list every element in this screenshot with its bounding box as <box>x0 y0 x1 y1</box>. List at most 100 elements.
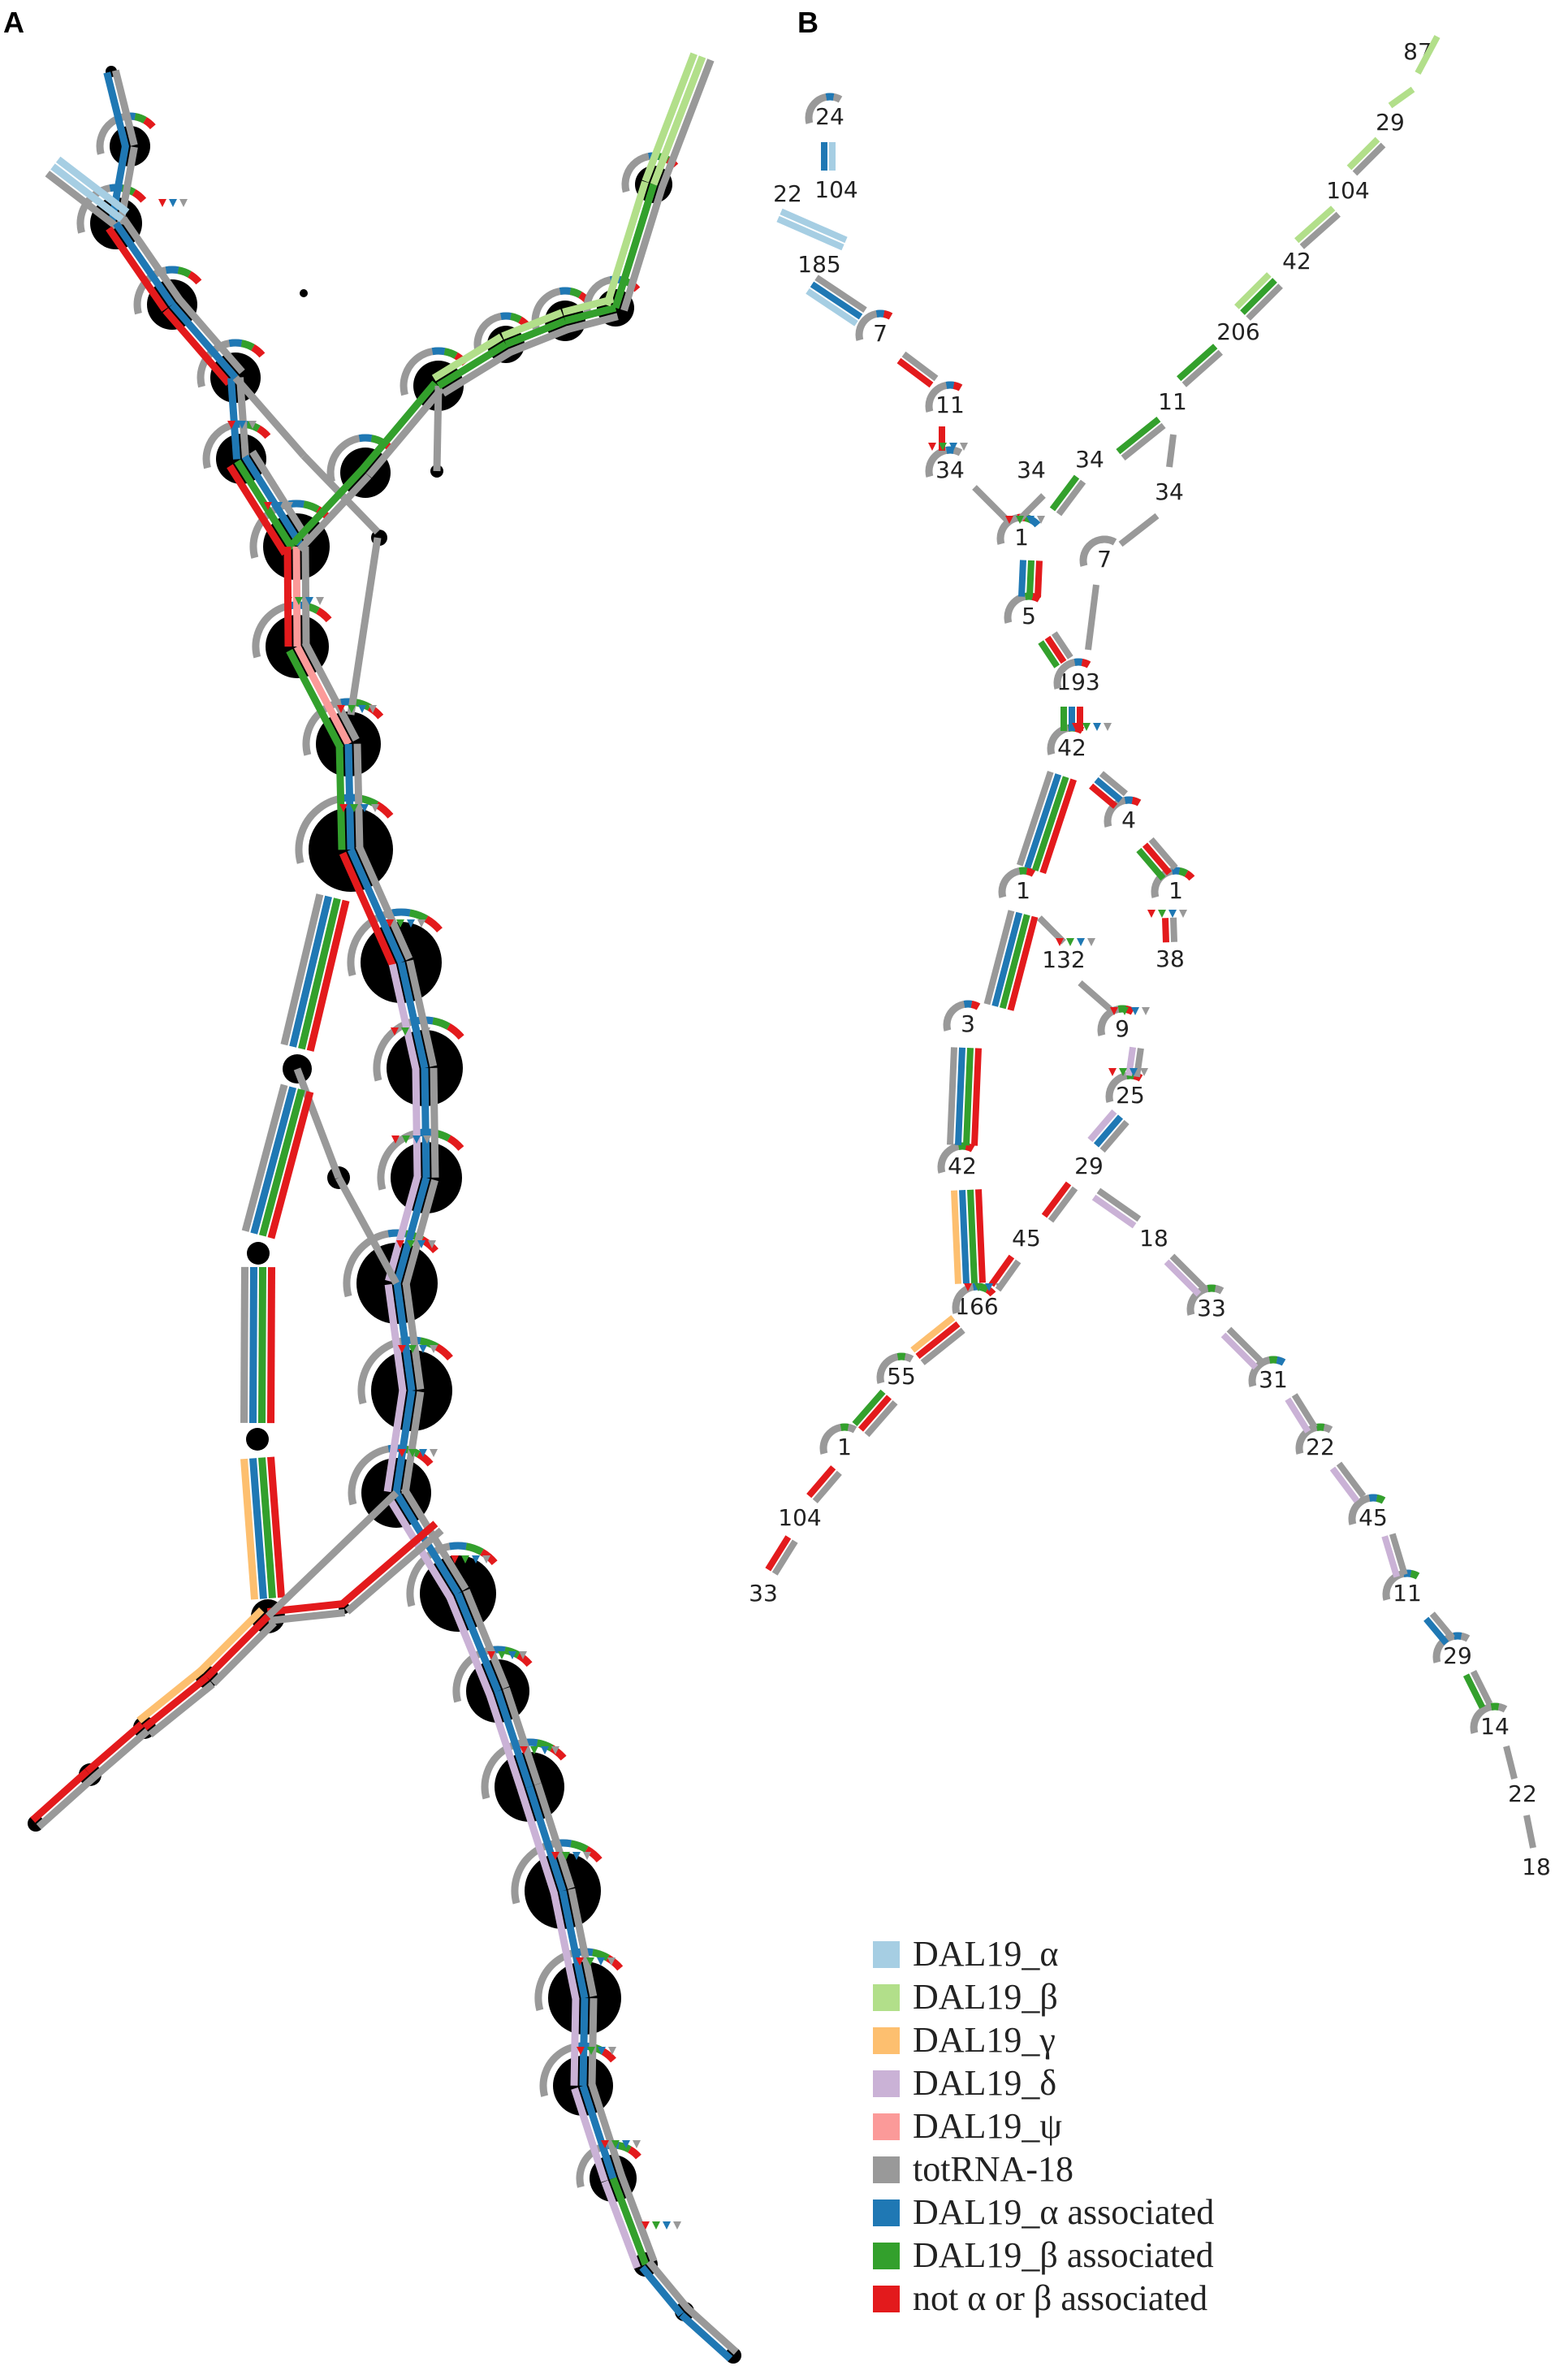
panel-b-branch-bar <box>999 914 1030 1010</box>
panel-b-branch-bar <box>1503 1745 1518 1780</box>
panel-b-branch-bar <box>1121 422 1166 461</box>
panel-b-node-label: 25 <box>1116 1082 1145 1109</box>
panel-b-branch-bar <box>1017 771 1054 867</box>
panel-b-node-label: 14 <box>1480 1713 1510 1740</box>
panel-a-node-ring-seg <box>447 1023 464 1040</box>
panel-b-node-label: 185 <box>797 251 840 278</box>
panel-a-node-tri <box>430 1345 438 1353</box>
panel-a-branch-bar <box>412 1068 421 1179</box>
panel-a-node-tri <box>519 1651 527 1659</box>
panel-a-branch-bar <box>347 848 405 964</box>
panel-a-branch-bar <box>402 1281 425 1391</box>
panel-b-branch-bar <box>1423 1616 1449 1646</box>
panel-b-branch-bar <box>1056 479 1086 517</box>
panel-a-node-ring-seg <box>177 266 192 278</box>
panel-b-node-label: 4 <box>1121 807 1136 833</box>
panel-b-branch-bar <box>780 208 848 244</box>
panel-b-branch-bar <box>955 1047 965 1145</box>
panel-b-node-tri <box>1087 938 1095 946</box>
panel-b-branch-bar <box>806 1465 836 1499</box>
panel-a-node-tri <box>227 421 235 429</box>
panel-a-branch-bar <box>570 1997 580 2086</box>
panel-b-node-label: 33 <box>1197 1295 1226 1321</box>
panel-a-branch-bar <box>421 1067 430 1179</box>
panel-b-node-ring-seg <box>1410 1569 1420 1580</box>
panel-a-branch-bar <box>579 2084 617 2180</box>
panel-a-node-tri <box>408 1449 417 1457</box>
panel-a-branch-bar <box>45 171 119 230</box>
panel-b-node-tri <box>985 1283 993 1291</box>
panel-a-node-ring-seg <box>431 347 446 356</box>
panel-b-node-tri <box>1130 1068 1138 1076</box>
panel-a-node-tri <box>487 1651 495 1659</box>
panel-a-node-ring-seg <box>591 1949 610 1962</box>
panel-a-branch-bar <box>162 308 232 387</box>
panel-a-node-tri <box>663 2221 671 2230</box>
panel-b-node-ring-seg <box>1026 867 1036 877</box>
panel-a-branch-bar <box>241 454 304 547</box>
legend-swatch <box>873 2113 900 2140</box>
panel-b-node-tri <box>1016 516 1024 524</box>
panel-b-branch-bar <box>1462 1673 1486 1709</box>
panel-a-node-tri <box>611 2140 620 2148</box>
panel-a-branch-bar <box>588 2082 625 2177</box>
panel-a-node-ring-seg <box>510 313 522 323</box>
panel-a-branch-bar <box>503 1687 542 1785</box>
panel-b-node-ring-seg <box>985 1286 996 1297</box>
panel-a-node-tri <box>419 1345 427 1353</box>
panel-b-branch-bar <box>1169 1253 1207 1291</box>
panel-a-node-ring-seg <box>618 2142 632 2153</box>
panel-a-branch-bar <box>50 163 124 223</box>
panel-a-node-ring-seg <box>536 1739 554 1752</box>
panel-b-branch-bar <box>1085 584 1099 651</box>
panel-a-node-ring-seg <box>500 312 512 320</box>
panel-a-branch-bar <box>210 1620 277 1686</box>
panel-a-branch-bar <box>148 1681 215 1738</box>
panel-a-branch-bar <box>517 1789 558 1895</box>
panel-a-branch-bar <box>392 1390 416 1494</box>
panel-b-node-label: 29 <box>1376 109 1405 136</box>
panel-a-node-tri <box>541 1746 549 1754</box>
panel-b-node-tri <box>1082 723 1091 731</box>
panel-a-node-tri <box>295 597 303 605</box>
panel-b-node-label: 34 <box>1075 446 1104 473</box>
panel-a-node-tri <box>396 1240 404 1248</box>
panel-a-branch-bar <box>227 378 240 460</box>
panel-a-node-tri <box>369 705 377 713</box>
panel-b-branch-bar <box>814 275 867 314</box>
panel-b-branch-bar <box>901 351 939 382</box>
panel-b-node-tri <box>1121 1007 1129 1015</box>
panel-b-branch-bar <box>1078 980 1115 1014</box>
panel-b-node-label: 1 <box>1014 524 1029 551</box>
panel-a-node-tri <box>386 919 394 928</box>
panel-a-branch-bar <box>268 1609 346 1624</box>
panel-a-branch-bar <box>646 2259 691 2312</box>
panel-b-branch-bar <box>983 910 1015 1006</box>
panel-a-node-ring-seg <box>374 801 394 819</box>
panel-b-branch-bar <box>971 1048 982 1146</box>
legend: DAL19_αDAL19_βDAL19_γDAL19_δDAL19_ψtotRN… <box>873 1934 1214 2318</box>
panel-a-node-ring-seg <box>251 344 266 358</box>
panel-a-node-ring-seg <box>408 909 429 923</box>
panel-a-branch-bar <box>384 1283 407 1393</box>
panel-b-branch-bar <box>1035 560 1043 598</box>
legend-label: DAL19_α <box>913 1934 1058 1974</box>
panel-a-node-ring-seg <box>516 1651 533 1667</box>
panel-a-node-tri <box>520 1746 528 1754</box>
panel-a-node-tri <box>402 1135 410 1144</box>
legend-swatch <box>873 2199 900 2226</box>
panel-b-branch-bar <box>1240 278 1277 315</box>
panel-b-node-tri <box>939 443 947 451</box>
panel-b-branch-bar <box>951 1190 961 1284</box>
panel-b-branch-bar <box>1041 1181 1072 1218</box>
panel-b-node-label: 11 <box>935 391 965 418</box>
panel-a-node-ring-seg <box>465 1542 484 1555</box>
panel-a-node-tri <box>422 1027 430 1036</box>
panel-a-node-tri <box>412 1027 420 1036</box>
panel-a-node-tri <box>641 2221 650 2230</box>
panel-b-branch-bar <box>1381 1535 1401 1578</box>
panel-a-branch-bar <box>402 1179 438 1287</box>
panel-b-node-label: 29 <box>1443 1642 1472 1669</box>
panel-a-branch-bar <box>508 326 570 357</box>
